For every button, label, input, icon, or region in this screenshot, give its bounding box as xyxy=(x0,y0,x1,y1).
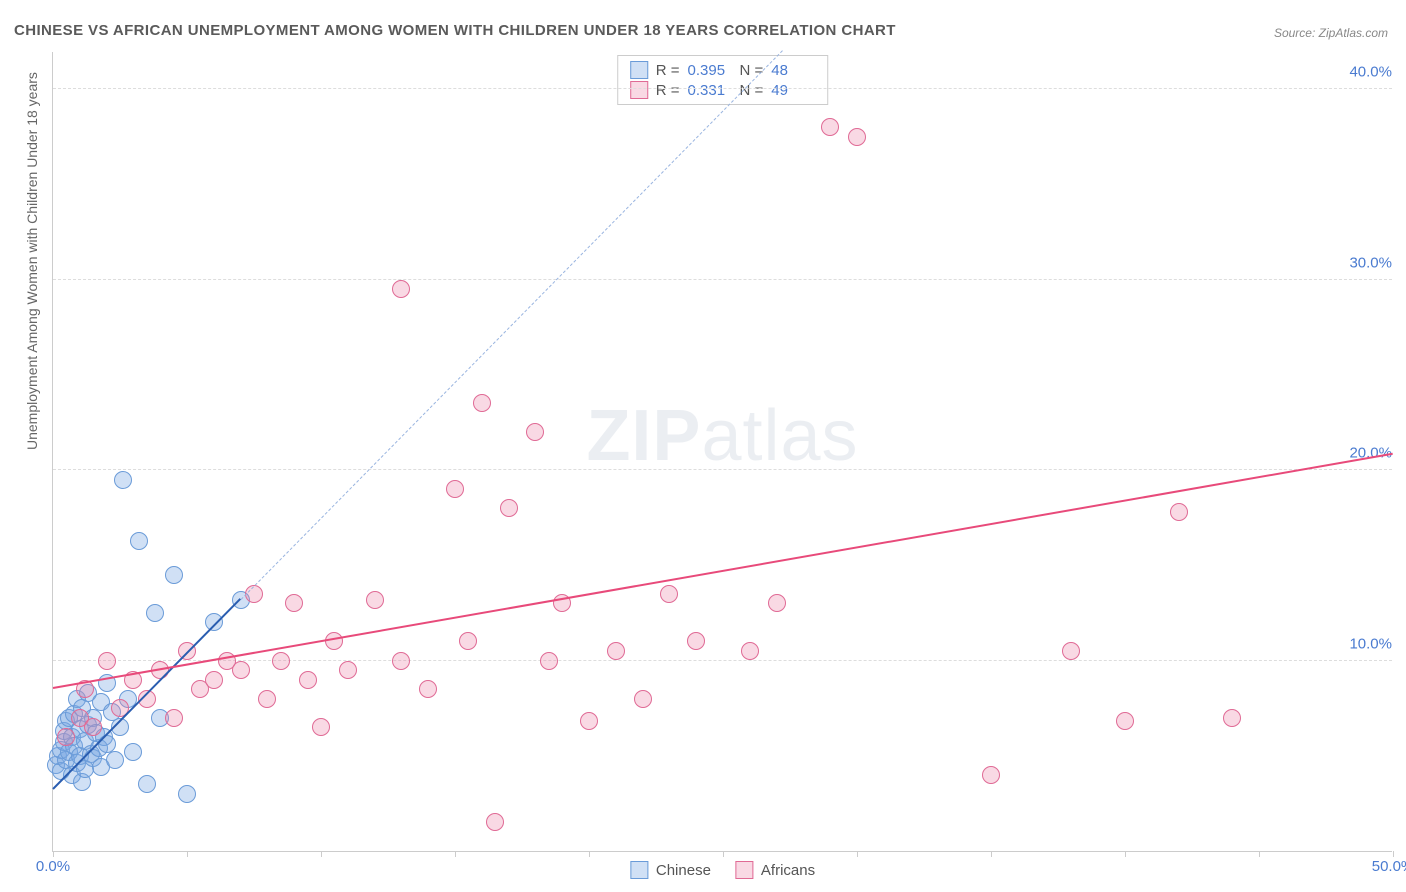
data-point xyxy=(98,652,116,670)
data-point xyxy=(106,751,124,769)
x-tick-label: 0.0% xyxy=(36,858,70,875)
x-tick xyxy=(455,851,456,857)
data-point xyxy=(165,709,183,727)
y-tick-label: 40.0% xyxy=(1345,64,1396,81)
data-point xyxy=(768,594,786,612)
stats-row: R = 0.395 N = 48 xyxy=(630,60,816,80)
data-point xyxy=(285,594,303,612)
data-point xyxy=(84,718,102,736)
swatch-icon xyxy=(630,81,648,99)
data-point xyxy=(1223,709,1241,727)
data-point xyxy=(821,118,839,136)
data-point xyxy=(660,585,678,603)
n-value: 48 xyxy=(771,62,815,79)
x-tick xyxy=(991,851,992,857)
data-point xyxy=(130,532,148,550)
x-tick xyxy=(1393,851,1394,857)
gridline xyxy=(53,279,1392,280)
data-point xyxy=(114,471,132,489)
data-point xyxy=(299,671,317,689)
source-label: Source: ZipAtlas.com xyxy=(1274,26,1388,40)
swatch-icon xyxy=(630,61,648,79)
plot-area: ZIPatlas R = 0.395 N = 48 R = 0.331 N = … xyxy=(52,52,1392,852)
legend: Chinese Africans xyxy=(630,861,815,879)
data-point xyxy=(687,632,705,650)
data-point xyxy=(500,499,518,517)
legend-item: Africans xyxy=(735,861,815,879)
x-tick-label: 50.0% xyxy=(1372,858,1406,875)
data-point xyxy=(446,480,464,498)
data-point xyxy=(580,712,598,730)
n-label: N = xyxy=(740,62,764,79)
data-point xyxy=(57,728,75,746)
swatch-icon xyxy=(630,861,648,879)
data-point xyxy=(392,652,410,670)
data-point xyxy=(146,604,164,622)
chart-title: CHINESE VS AFRICAN UNEMPLOYMENT AMONG WO… xyxy=(14,22,896,39)
data-point xyxy=(232,661,250,679)
trend-line xyxy=(240,50,782,599)
data-point xyxy=(1116,712,1134,730)
data-point xyxy=(634,690,652,708)
y-axis-label: Unemployment Among Women with Children U… xyxy=(24,72,40,450)
n-value: 49 xyxy=(771,82,815,99)
y-tick-label: 30.0% xyxy=(1345,254,1396,271)
swatch-icon xyxy=(735,861,753,879)
watermark-light: atlas xyxy=(701,396,858,476)
gridline xyxy=(53,469,1392,470)
data-point xyxy=(741,642,759,660)
data-point xyxy=(258,690,276,708)
x-tick xyxy=(723,851,724,857)
r-label: R = xyxy=(656,82,680,99)
watermark-bold: ZIP xyxy=(586,396,701,476)
legend-label: Chinese xyxy=(656,862,711,879)
x-tick xyxy=(321,851,322,857)
legend-item: Chinese xyxy=(630,861,711,879)
data-point xyxy=(272,652,290,670)
gridline xyxy=(53,88,1392,89)
data-point xyxy=(124,743,142,761)
data-point xyxy=(339,661,357,679)
trend-line xyxy=(53,453,1393,689)
data-point xyxy=(848,128,866,146)
data-point xyxy=(245,585,263,603)
data-point xyxy=(178,785,196,803)
data-point xyxy=(312,718,330,736)
r-value: 0.331 xyxy=(688,82,732,99)
x-tick xyxy=(187,851,188,857)
data-point xyxy=(419,680,437,698)
x-tick xyxy=(857,851,858,857)
data-point xyxy=(526,423,544,441)
r-label: R = xyxy=(656,62,680,79)
data-point xyxy=(540,652,558,670)
data-point xyxy=(205,671,223,689)
r-value: 0.395 xyxy=(688,62,732,79)
data-point xyxy=(607,642,625,660)
gridline xyxy=(53,660,1392,661)
data-point xyxy=(392,280,410,298)
data-point xyxy=(486,813,504,831)
data-point xyxy=(473,394,491,412)
y-tick-label: 10.0% xyxy=(1345,635,1396,652)
data-point xyxy=(366,591,384,609)
legend-label: Africans xyxy=(761,862,815,879)
data-point xyxy=(1062,642,1080,660)
data-point xyxy=(138,775,156,793)
x-tick xyxy=(53,851,54,857)
data-point xyxy=(325,632,343,650)
stats-row: R = 0.331 N = 49 xyxy=(630,80,816,100)
x-tick xyxy=(1125,851,1126,857)
data-point xyxy=(982,766,1000,784)
x-tick xyxy=(589,851,590,857)
chart-container: CHINESE VS AFRICAN UNEMPLOYMENT AMONG WO… xyxy=(0,0,1406,892)
watermark: ZIPatlas xyxy=(586,395,858,477)
x-tick xyxy=(1259,851,1260,857)
data-point xyxy=(459,632,477,650)
data-point xyxy=(1170,503,1188,521)
stats-box: R = 0.395 N = 48 R = 0.331 N = 49 xyxy=(617,55,829,105)
data-point xyxy=(165,566,183,584)
